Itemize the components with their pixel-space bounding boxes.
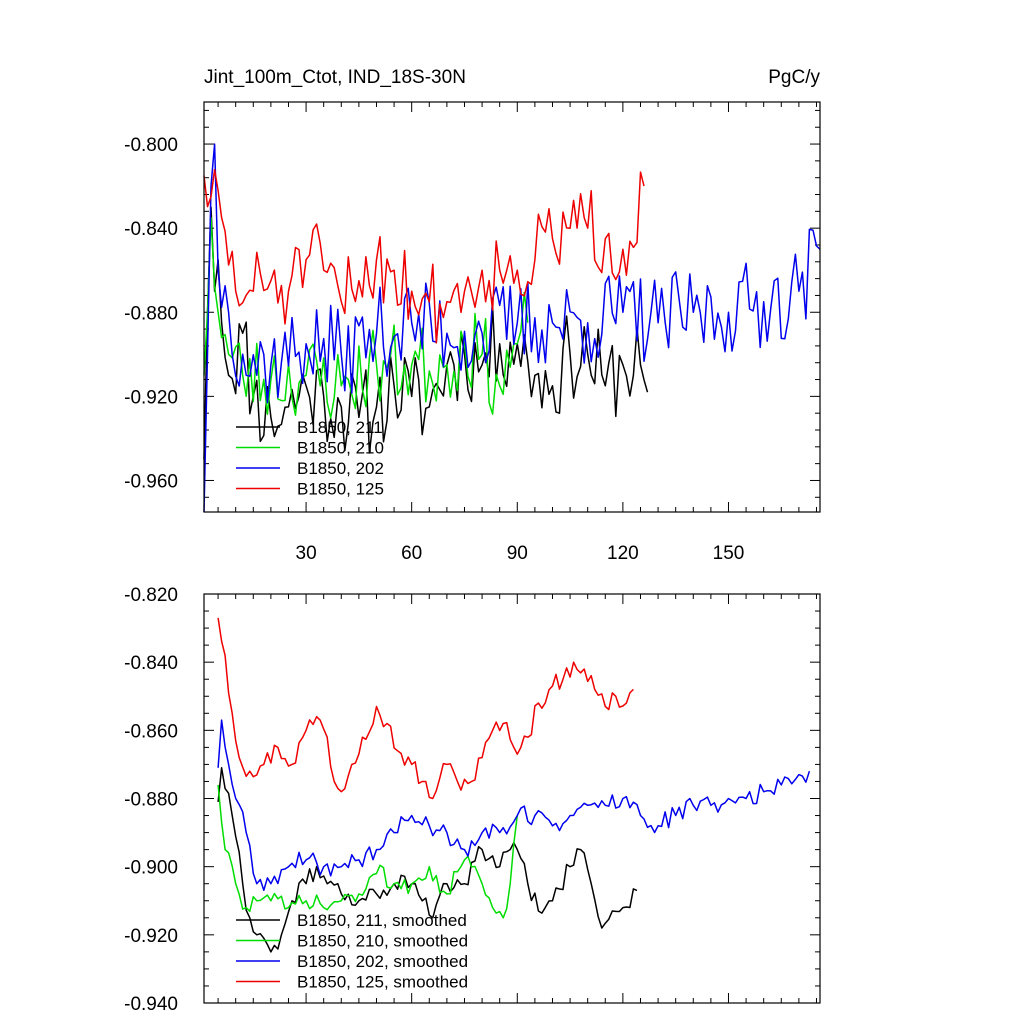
top-legend-label: B1850, 125 xyxy=(297,480,384,499)
bottom-y-tick-labels: -0.820 -0.840 -0.860 -0.880 -0.900 -0.920 -0.9… xyxy=(124,585,178,1015)
bottom-y-tick-label: -0.920 xyxy=(124,926,178,947)
top-x-tick-label: 150 xyxy=(713,543,745,564)
bottom-series-line-1 xyxy=(217,767,638,953)
bottom-y-tick-label: -0.900 xyxy=(124,858,178,879)
top-y-tick-label: -0.800 xyxy=(124,135,178,156)
top-legend-label: B1850, 211 xyxy=(297,418,383,437)
bottom-series-group xyxy=(217,617,811,953)
bottom-legend-label: B1850, 210, smoothed xyxy=(297,932,468,951)
top-x-tick-label: 60 xyxy=(401,543,422,564)
bottom-series-line-3 xyxy=(217,719,811,892)
panel-title-units: PgC/y xyxy=(768,67,820,88)
top-y-tick-label: -0.920 xyxy=(124,387,178,408)
top-series-line-4 xyxy=(203,168,645,344)
top-y-tick-labels: -0.800 -0.840 -0.880 -0.920 -0.960 xyxy=(124,135,178,492)
bottom-panel: -0.820 -0.840 -0.860 -0.880 -0.900 -0.920 -0.9… xyxy=(124,585,821,1015)
top-legend-label: B1850, 210 xyxy=(297,439,384,458)
top-plot-frame xyxy=(203,101,821,513)
top-y-tick-label: -0.840 xyxy=(124,219,178,240)
top-legend-label: B1850, 202 xyxy=(297,459,384,478)
bottom-y-tick-label: -0.820 xyxy=(124,585,178,606)
bottom-axis-ticks xyxy=(204,593,820,1004)
top-y-tick-label: -0.880 xyxy=(124,303,178,324)
bottom-legend-label: B1850, 125, smoothed xyxy=(297,973,468,992)
bottom-y-tick-label: -0.840 xyxy=(124,653,178,674)
bottom-series-line-4 xyxy=(217,617,634,800)
bottom-plot-frame xyxy=(203,593,821,1004)
bottom-y-tick-label: -0.880 xyxy=(124,790,178,811)
top-y-tick-label: -0.960 xyxy=(124,471,178,492)
bottom-series-line-2 xyxy=(217,784,519,919)
panel-title-left: Jint_100m_Ctot, IND_18S-30N xyxy=(204,67,466,88)
top-x-tick-label: 120 xyxy=(607,543,639,564)
top-axis-ticks xyxy=(204,102,820,512)
top-x-tick-label: 90 xyxy=(507,543,528,564)
top-panel: Jint_100m_Ctot, IND_18S-30N PgC/y -0.800… xyxy=(124,67,821,564)
top-series-line-3 xyxy=(203,143,821,513)
top-x-tick-labels: 30 60 90 120 150 xyxy=(296,543,745,564)
bottom-y-tick-label: -0.940 xyxy=(124,994,178,1015)
top-x-tick-label: 30 xyxy=(296,543,317,564)
bottom-legend-label: B1850, 202, smoothed xyxy=(297,952,468,971)
bottom-y-tick-label: -0.860 xyxy=(124,721,178,742)
bottom-legend-label: B1850, 211, smoothed xyxy=(297,911,467,930)
bottom-legend: B1850, 211, smoothed B1850, 210, smoothed… xyxy=(236,911,468,992)
